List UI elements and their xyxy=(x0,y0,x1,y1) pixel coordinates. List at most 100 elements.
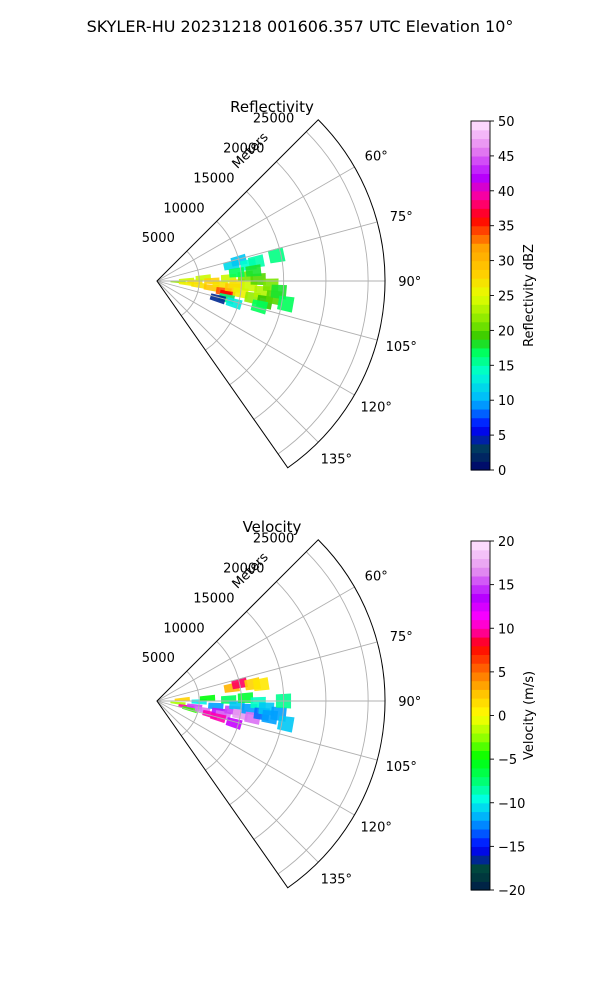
colorbar-band xyxy=(471,671,490,682)
colorbar-band xyxy=(471,138,490,148)
echo-layer xyxy=(170,676,295,733)
sector-frame xyxy=(156,119,386,469)
colorbar-tick-label: 50 xyxy=(498,115,515,130)
colorbar-band xyxy=(471,278,490,288)
velocity-panel: Velocity 60° 75° 90° 105° 120° 135° 5000 10000 1… xyxy=(142,518,537,899)
colorbar-band xyxy=(471,155,490,166)
reflectivity-panel: Reflectivity 60° 75° 90° 105° 120° 135° 5000 10… xyxy=(142,98,537,479)
echo-cell xyxy=(247,254,265,269)
colorbar-band xyxy=(471,339,490,349)
colorbar-tick-label: 10 xyxy=(498,622,515,637)
range-ring xyxy=(229,611,285,806)
reflectivity-title: Reflectivity xyxy=(230,98,314,116)
colorbar-band xyxy=(471,190,490,201)
colorbar-band xyxy=(471,820,490,830)
colorbar-band xyxy=(471,602,490,612)
azimuth-spoke xyxy=(156,700,319,863)
colorbar-band xyxy=(471,724,490,734)
colorbar-band xyxy=(471,567,490,577)
echo-cell xyxy=(252,677,270,692)
azimuth-spoke xyxy=(156,221,378,282)
colorbar-band xyxy=(471,374,490,384)
range-ring xyxy=(180,670,200,736)
echo-cell xyxy=(212,280,228,289)
azimuth-spoke xyxy=(156,700,378,761)
colorbar-band xyxy=(471,435,490,445)
colorbar-band xyxy=(471,541,490,551)
colorbar-band xyxy=(471,391,490,401)
colorbar-band xyxy=(471,426,490,436)
colorbar-band xyxy=(471,794,490,804)
colorbar-band xyxy=(471,855,490,865)
azimuth-tick-label: 135° xyxy=(321,872,352,887)
colorbar-band xyxy=(471,767,490,778)
colorbar-band xyxy=(471,234,490,244)
azimuth-tick-label: 60° xyxy=(365,570,388,585)
azimuth-tick-label: 90° xyxy=(398,695,421,710)
colorbar-band xyxy=(471,759,490,769)
azimuth-tick-label: 75° xyxy=(390,630,413,645)
colorbar-band xyxy=(471,365,490,375)
velocity-polar-plot: 60° 75° 90° 105° 120° 135° 5000 10000 15000 20000… xyxy=(142,532,421,889)
colorbar-band xyxy=(471,173,490,183)
echo-cell xyxy=(250,299,269,315)
colorbar-band xyxy=(471,828,490,839)
azimuth-spoke xyxy=(156,280,319,443)
colorbar-tick-label: 5 xyxy=(498,666,506,681)
range-ring xyxy=(277,551,369,875)
azimuth-spoke xyxy=(156,586,355,702)
azimuth-spoke xyxy=(156,166,355,282)
colorbar-band xyxy=(471,251,490,262)
range-ring xyxy=(253,581,327,840)
azimuth-tick-label: 105° xyxy=(386,760,417,775)
colorbar-band xyxy=(471,689,490,699)
colorbar-band xyxy=(471,654,490,664)
colorbar-band xyxy=(471,208,490,218)
colorbar-band xyxy=(471,837,490,847)
azimuth-spoke xyxy=(156,280,378,341)
azimuth-tick-label: 120° xyxy=(361,820,392,835)
azimuth-spoke xyxy=(156,280,355,396)
colorbar-band xyxy=(471,321,490,331)
colorbar-band xyxy=(471,286,490,297)
colorbar-band xyxy=(471,461,490,471)
colorbar-band xyxy=(471,706,490,717)
colorbar-band xyxy=(471,628,490,638)
colorbar-band xyxy=(471,269,490,279)
colorbar-band xyxy=(471,312,490,323)
velocity-title: Velocity xyxy=(243,518,302,536)
range-ring xyxy=(205,220,242,351)
colorbar-tick-label: −5 xyxy=(498,753,517,768)
echo-cell xyxy=(245,264,262,277)
echo-cell xyxy=(174,696,190,701)
colorbar-band xyxy=(471,663,490,673)
range-tick-label: 20000 xyxy=(223,142,264,157)
range-tick-label: 5000 xyxy=(142,231,175,246)
colorbar-band xyxy=(471,549,490,560)
colorbar-label: Reflectivity dBZ xyxy=(522,244,537,347)
colorbar-band xyxy=(471,802,490,813)
colorbar-band xyxy=(471,872,490,882)
colorbar-tick-label: −20 xyxy=(498,884,525,899)
colorbar-band xyxy=(471,610,490,621)
colorbar-tick-label: −10 xyxy=(498,797,525,812)
range-tick-label: 15000 xyxy=(193,591,234,606)
colorbar-band xyxy=(471,593,490,603)
colorbar-band xyxy=(471,356,490,366)
colorbar-band xyxy=(471,260,490,270)
range-tick-label: 10000 xyxy=(163,621,204,636)
azimuth-tick-label: 90° xyxy=(398,275,421,290)
colorbar-band xyxy=(471,452,490,462)
colorbar-band xyxy=(471,785,490,795)
range-tick-label: 15000 xyxy=(193,171,234,186)
colorbar-tick-label: 15 xyxy=(498,359,515,374)
range-ring xyxy=(205,640,242,771)
reflectivity-colorbar: 0 5 10 15 20 25 30 35 40 45 50 Reflectivity dBZ xyxy=(470,115,537,479)
colorbar-band xyxy=(471,147,490,157)
colorbar-band xyxy=(471,811,490,821)
range-ring xyxy=(253,161,327,420)
azimuth-spoke xyxy=(156,641,378,702)
echo-cell xyxy=(267,246,286,264)
range-ring xyxy=(277,131,369,455)
colorbar-band xyxy=(471,347,490,358)
